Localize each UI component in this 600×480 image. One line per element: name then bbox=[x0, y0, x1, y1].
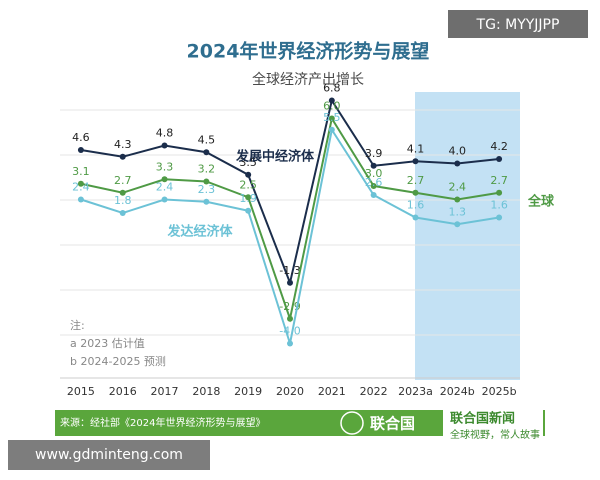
point bbox=[370, 192, 377, 198]
logo-text: 联合国 bbox=[370, 415, 415, 433]
series-name: 发展中经济体 bbox=[235, 149, 315, 165]
value-label: 4.6 bbox=[72, 131, 90, 144]
point bbox=[454, 221, 461, 228]
value-label: 4.3 bbox=[114, 138, 132, 151]
point bbox=[370, 183, 377, 189]
brand-box bbox=[443, 408, 543, 442]
value-label: 2.7 bbox=[114, 174, 132, 187]
x-tick-label: 2016 bbox=[109, 385, 137, 398]
watermark-box bbox=[8, 440, 210, 470]
point bbox=[203, 149, 210, 156]
forecast-shade bbox=[415, 92, 520, 380]
point bbox=[454, 196, 461, 203]
point bbox=[496, 156, 503, 162]
point bbox=[77, 196, 84, 203]
brand-slogan: 全球视野，常人故事 bbox=[450, 428, 540, 441]
point bbox=[328, 115, 335, 122]
point bbox=[454, 160, 461, 167]
point bbox=[496, 214, 503, 221]
brand: 联合国新闻 bbox=[450, 411, 515, 427]
value-label: 2.7 bbox=[407, 174, 425, 187]
point bbox=[287, 315, 293, 322]
chart-title: 2024年世界经济形势与展望 bbox=[187, 40, 430, 63]
x-tick-label: 2018 bbox=[192, 385, 220, 398]
x-tick-label: 2015 bbox=[67, 385, 95, 398]
point bbox=[203, 178, 210, 185]
value-label: 1.3 bbox=[449, 205, 467, 218]
value-label: 1.9 bbox=[239, 192, 257, 205]
value-label: 2.4 bbox=[449, 181, 467, 194]
grid bbox=[60, 109, 520, 379]
value-label: 2.3 bbox=[198, 183, 216, 196]
watermark-box bbox=[448, 10, 588, 38]
note: b 2024-2025 预测 bbox=[70, 355, 166, 368]
value-label: 2.4 bbox=[72, 181, 90, 194]
value-label: 6.8 bbox=[323, 82, 341, 95]
value-label: 4.5 bbox=[198, 133, 216, 146]
value-label: 6.0 bbox=[323, 100, 341, 113]
value-label: 2.5 bbox=[239, 178, 257, 191]
point bbox=[245, 194, 252, 201]
watermark: TG: MYYJJPP bbox=[476, 17, 560, 33]
value-label: 2.4 bbox=[156, 181, 174, 194]
value-label: 2.6 bbox=[365, 176, 383, 189]
value-label: -1.3 bbox=[279, 264, 300, 277]
series-name: 发达经济体 bbox=[166, 224, 233, 240]
series-name: 全球 bbox=[527, 194, 555, 210]
note: 注: bbox=[70, 318, 85, 332]
watermark: www.gdminteng.com bbox=[35, 447, 183, 463]
x-tick-label: 2017 bbox=[151, 385, 179, 398]
point bbox=[287, 279, 293, 286]
point bbox=[496, 189, 503, 196]
point bbox=[245, 207, 252, 214]
point bbox=[161, 176, 168, 183]
value-label: 4.1 bbox=[407, 142, 425, 155]
point bbox=[161, 142, 168, 149]
x-tick-label: 2024b bbox=[440, 385, 475, 398]
value-label: 4.2 bbox=[490, 140, 508, 153]
x-tick-label: 2025b bbox=[482, 385, 517, 398]
point bbox=[412, 189, 419, 196]
x-tick-label: 2023a bbox=[398, 385, 433, 398]
point bbox=[77, 180, 84, 187]
value-label: 3.1 bbox=[72, 165, 90, 178]
point bbox=[370, 162, 377, 169]
point bbox=[119, 189, 126, 196]
value-label: -2.9 bbox=[279, 300, 300, 313]
value-label: 4.0 bbox=[449, 145, 467, 158]
value-label: 3.9 bbox=[365, 147, 383, 160]
value-label: 3.5 bbox=[239, 156, 257, 169]
note: a 2023 估计值 bbox=[70, 337, 145, 350]
value-label: 1.6 bbox=[490, 199, 508, 212]
point bbox=[77, 147, 84, 153]
point bbox=[119, 210, 126, 216]
value-label: 3.3 bbox=[156, 160, 174, 173]
x-tick-label: 2021 bbox=[318, 385, 346, 398]
x-tick-label: 2020 bbox=[276, 385, 304, 398]
value-label: 1.8 bbox=[114, 194, 132, 207]
x-tick-label: 2019 bbox=[234, 385, 262, 398]
value-label: 3.2 bbox=[198, 163, 216, 176]
point bbox=[287, 340, 293, 347]
value-label: 1.6 bbox=[407, 199, 425, 212]
point bbox=[245, 171, 252, 178]
point bbox=[412, 158, 419, 165]
chart-subtitle: 全球经济产出增长 bbox=[252, 71, 364, 88]
point bbox=[328, 97, 335, 104]
point bbox=[203, 198, 210, 205]
value-label: 2.7 bbox=[490, 174, 508, 187]
point bbox=[412, 214, 419, 221]
source: 来源：经社部《2024年世界经济形势与展望》 bbox=[60, 416, 265, 429]
point bbox=[119, 153, 126, 160]
value-label: 4.8 bbox=[156, 127, 174, 140]
value-label: 5.5 bbox=[323, 111, 341, 124]
value-label: 3.0 bbox=[365, 167, 383, 180]
x-tick-label: 2022 bbox=[360, 385, 388, 398]
point bbox=[328, 126, 335, 133]
un-logo bbox=[340, 411, 364, 435]
value-label: -4.0 bbox=[279, 325, 300, 338]
point bbox=[161, 196, 168, 203]
